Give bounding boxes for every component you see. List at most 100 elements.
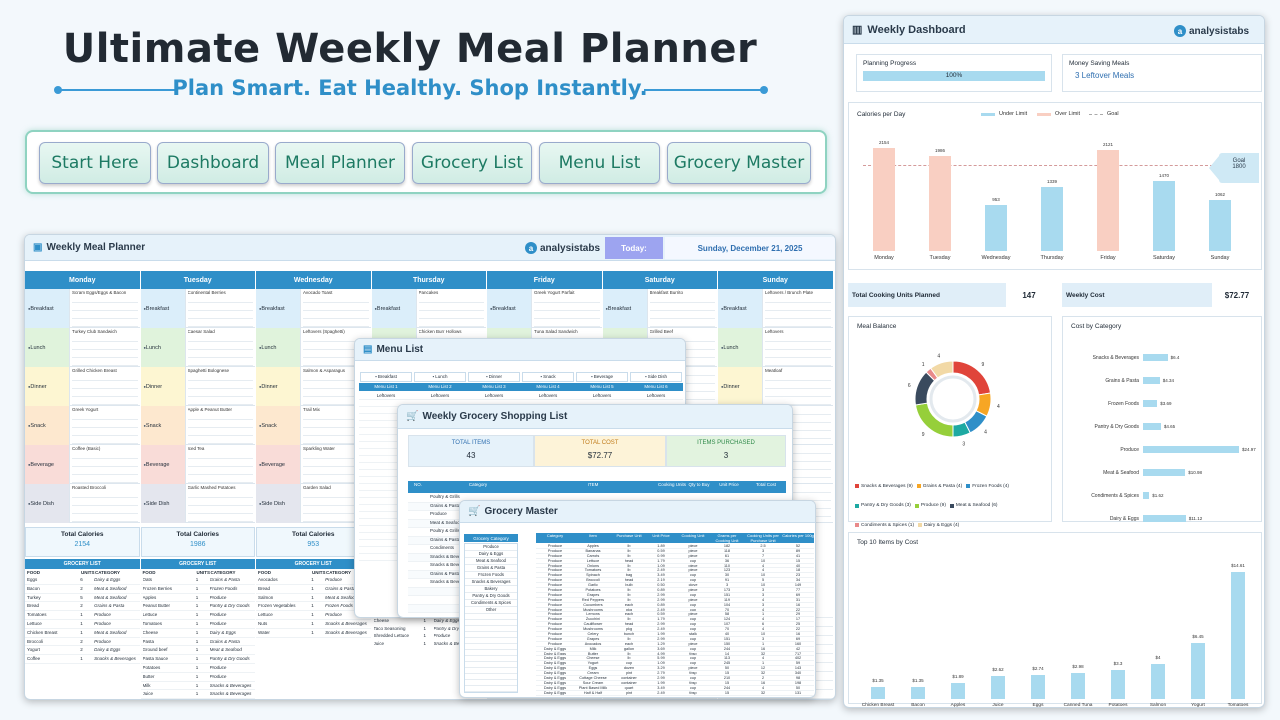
gm-row[interactable]: Produce Mushrooms pkg 2.49 cup 70 4 22 — [536, 627, 814, 633]
meal-cell[interactable]: ● Snack Greek Yogurt — [25, 406, 140, 445]
gm-row[interactable]: Dairy & Eggs Butter lb 4.99 tbsp 14 32 717 — [536, 652, 814, 657]
nav-grocery-master-button[interactable]: Grocery Master — [667, 142, 811, 184]
menu-tab[interactable]: ▪ Lunch — [414, 372, 466, 382]
gm-row[interactable]: Produce Lettuce head 1.79 cup 36 10 15 — [536, 559, 814, 564]
nav-start-here-button[interactable]: Start Here — [39, 142, 151, 184]
cost-category-bar[interactable] — [1143, 377, 1160, 384]
top10-bar[interactable] — [871, 687, 885, 699]
gm-row[interactable]: Produce Avocados each 1.29 piece 150 1 160 — [536, 642, 814, 647]
menu-cell[interactable]: Leftovers — [376, 393, 396, 398]
meal-cell[interactable]: ● Dinner Meatloaf — [718, 367, 833, 406]
meal-cell[interactable]: ● Dinner Grilled Chicken Breast — [25, 367, 140, 406]
meal-cell[interactable]: ● Snack Apple & Peanut Butter — [140, 406, 255, 445]
cost-category-bar[interactable] — [1143, 492, 1150, 499]
nav-dashboard-button[interactable]: Dashboard — [157, 142, 269, 184]
meal-cell[interactable]: ● Breakfast Breakfast Burrito — [602, 289, 717, 328]
gm-row[interactable]: Produce Apples lb 1.89 piece 182 2.5 52 — [536, 544, 814, 549]
cost-category-bar[interactable] — [1143, 446, 1240, 453]
calorie-bar[interactable] — [985, 205, 1007, 251]
meal-cell[interactable]: ● Beverage Sparkling Water — [256, 445, 371, 484]
nav-menu-list-button[interactable]: Menu List — [539, 142, 660, 184]
top10-bar[interactable] — [1231, 572, 1245, 699]
top10-bar[interactable] — [1111, 670, 1125, 699]
calorie-bar[interactable] — [1153, 180, 1175, 251]
meal-cell[interactable]: ● Beverage Iced Tea — [140, 445, 255, 484]
meal-cell[interactable]: ● Breakfast Greek Yogurt Parfait — [487, 289, 602, 328]
meal-cell[interactable]: ● Breakfast Scram Eggs/Eggs & Bacon — [25, 289, 140, 328]
meal-cell[interactable]: ● Lunch Leftovers (Spaghetti) — [256, 328, 371, 367]
menu-tab[interactable]: ▪ Beverage — [576, 372, 628, 382]
grocery-category-item[interactable]: Grains & Pasta — [465, 565, 517, 572]
grocery-category-item[interactable]: Other — [465, 607, 517, 614]
menu-tab[interactable]: ▪ Breakfast — [360, 372, 412, 382]
meal-cell[interactable]: ● Dinner Salmon & Asparagus — [256, 367, 371, 406]
gm-row[interactable]: Produce Cucumbers each 0.89 cup 104 3 16 — [536, 603, 814, 608]
menu-cell[interactable]: Leftovers — [430, 393, 450, 398]
meal-cell[interactable]: ● Breakfast Avocado Toast — [256, 289, 371, 328]
grocery-category-item[interactable]: Frozen Foods — [465, 572, 517, 579]
gm-row[interactable]: Dairy & Eggs Eggs dozen 3.29 piece 50 12 143 — [536, 666, 814, 672]
gm-row[interactable]: Produce Broccoli head 2.19 cup 91 5 34 — [536, 578, 814, 584]
gm-row[interactable]: Produce Zucchini lb 1.79 cup 124 4 17 — [536, 617, 814, 623]
top10-bar[interactable] — [1071, 673, 1085, 699]
nav-meal-planner-button[interactable]: Meal Planner — [275, 142, 405, 184]
gm-row[interactable]: Dairy & Eggs Milk gallon 3.69 cup 244 16 42 — [536, 647, 814, 652]
gm-row[interactable]: Produce Bananas lb 0.59 piece 118 3 89 — [536, 549, 814, 554]
gm-row[interactable]: Produce Tomatoes lb 2.49 piece 123 4 18 — [536, 568, 814, 574]
menu-cell[interactable]: Leftovers — [592, 393, 612, 398]
menu-tab[interactable]: ▪ Dinner — [468, 372, 520, 382]
meal-cell[interactable]: ● Side Dish Roasted Broccoli — [25, 484, 140, 523]
grocery-category-item[interactable]: Bakery — [465, 586, 517, 593]
gm-row[interactable]: Dairy & Eggs Half & Half pint 2.49 tbsp 15 32 1… — [536, 691, 814, 696]
menu-cell[interactable]: Leftovers — [484, 393, 504, 398]
menu-cell[interactable]: Leftovers — [646, 393, 666, 398]
gm-row[interactable]: Produce Potatoes lb 0.89 piece 173 3 77 — [536, 588, 814, 593]
grocery-category-item[interactable]: Condiments & Spices — [465, 600, 517, 607]
gm-row[interactable]: Dairy & Eggs Cheese lb 5.99 cup 113 4 402 — [536, 656, 814, 662]
gm-row[interactable]: Produce Spinach bag 3.49 cup 30 10 23 — [536, 573, 814, 579]
meal-cell[interactable]: ● Breakfast Pancakes — [371, 289, 486, 328]
calorie-bar[interactable] — [873, 147, 895, 251]
grocery-category-item[interactable]: Produce — [465, 544, 517, 551]
grocery-category-item[interactable]: Pantry & Dry Goods — [465, 593, 517, 600]
meal-cell[interactable]: ● Lunch Turkey Club Sandwich — [25, 328, 140, 367]
calorie-bar[interactable] — [1041, 186, 1063, 251]
top10-bar[interactable] — [911, 687, 925, 699]
grocery-category-item[interactable]: Meat & Seafood — [465, 558, 517, 565]
cost-category-bar[interactable] — [1143, 354, 1168, 361]
cost-category-bar[interactable] — [1143, 515, 1186, 522]
calorie-bar[interactable] — [1097, 149, 1119, 251]
gm-row[interactable]: Dairy & Eggs Yogurt cup 1.09 cup 245 1 59 — [536, 661, 814, 667]
menu-cell[interactable]: Leftovers — [538, 393, 558, 398]
top10-bar[interactable] — [1031, 675, 1045, 699]
grocery-category-item[interactable]: Dairy & Eggs — [465, 551, 517, 558]
menu-tab[interactable]: ▪ Side Dish — [630, 372, 682, 382]
cost-category-bar[interactable] — [1143, 400, 1158, 407]
top10-bar[interactable] — [991, 676, 1005, 699]
gm-row[interactable]: Produce Grapes lb 2.99 cup 151 3 69 — [536, 593, 814, 598]
gm-row[interactable]: Dairy & Eggs Cream pint 2.79 tbsp 15 32 340 — [536, 671, 814, 677]
meal-balance-slice[interactable] — [929, 360, 954, 379]
gm-row[interactable]: Dairy & Eggs Sour Cream container 1.99 tbsp 1… — [536, 681, 814, 686]
gm-row[interactable]: Produce Onions lb 1.09 piece 110 4 40 — [536, 564, 814, 569]
top10-bar[interactable] — [1151, 664, 1165, 699]
gm-row[interactable]: Produce Mushrooms pkg 2.49 cup 70 4 22 — [536, 608, 814, 613]
cost-category-bar[interactable] — [1143, 469, 1186, 476]
calorie-bar[interactable] — [1209, 200, 1231, 251]
calorie-bar[interactable] — [929, 156, 951, 251]
gm-row[interactable]: Dairy & Eggs Cottage Cheese container 2.99 c… — [536, 676, 814, 681]
gm-row[interactable]: Produce Carrots lb 0.99 piece 61 7 41 — [536, 554, 814, 559]
nav-grocery-list-button[interactable]: Grocery List — [412, 142, 532, 184]
meal-cell[interactable]: ● Side Dish Garlic Mashed Potatoes — [140, 484, 255, 523]
meal-cell[interactable]: ● Lunch Leftovers — [718, 328, 833, 367]
gm-row[interactable]: Produce Lemons each 0.59 piece 58 1 29 — [536, 612, 814, 618]
gm-row[interactable]: Produce Cauliflower head 2.99 cup 107 6 25 — [536, 622, 814, 628]
top10-bar[interactable] — [1191, 643, 1205, 699]
meal-cell[interactable]: ● Dinner Spaghetti Bolognese — [140, 367, 255, 406]
top10-bar[interactable] — [951, 682, 965, 699]
meal-cell[interactable]: ● Snack Trail Mix — [256, 406, 371, 445]
gm-row[interactable]: Produce Grapes lb 2.99 cup 151 3 69 — [536, 637, 814, 642]
gm-row[interactable]: Produce Garlic bulb 0.50 clove 3 10 149 — [536, 583, 814, 589]
gm-row[interactable]: Dairy & Eggs Plant Based Milk quart 3.49 cup… — [536, 686, 814, 691]
meal-cell[interactable]: ● Breakfast Continental Berries — [140, 289, 255, 328]
